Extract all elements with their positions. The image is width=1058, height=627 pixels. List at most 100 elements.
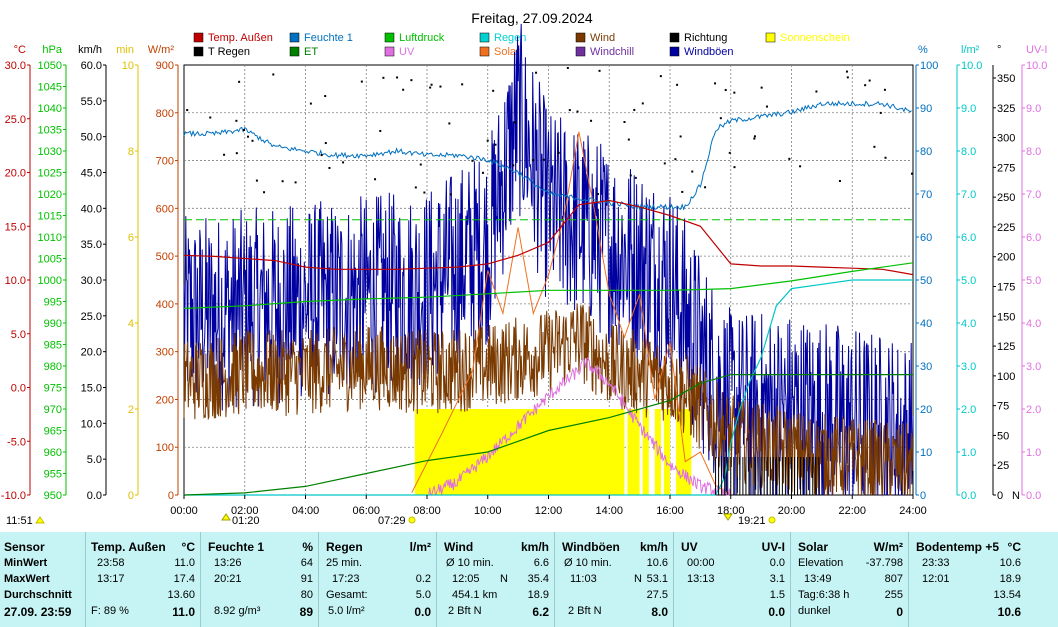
legend-swatch-12 [669,46,680,57]
left-axis-label-1-1: 1045 [38,82,62,94]
left-axis-label-4-6: 300 [156,347,174,359]
right-axis-label-0-6: 40 [920,318,932,330]
rain-r3-label: Gesamt: [326,589,368,601]
direction-point [733,91,736,94]
right-axis-label-0-4: 60 [920,232,932,244]
left-axis-label-4-7: 200 [156,394,174,406]
direction-point [681,190,684,193]
right-axis-label-2-11: 75 [997,401,1009,413]
moonrise-time: 01:20 [232,515,260,527]
left-axis-label-1-4: 1030 [38,146,62,158]
direction-n-label: N [1012,490,1020,502]
rain-cur-value: 0.0 [414,605,431,619]
left-axis-label-3-3: 4 [128,318,134,330]
direction-point [535,71,538,74]
solar-title: Solar [798,540,829,554]
legend-swatch-4 [575,32,586,43]
wind-r1-label: Ø 10 min. [446,557,494,569]
left-axis-label-2-2: 50.0 [81,132,102,144]
direction-point [186,109,189,112]
series-uv [427,357,731,497]
left-axis-label-0-8: -10.0 [1,490,26,502]
right-axis-label-0-10: 0 [920,490,926,502]
right-axis-unit-0: % [918,44,928,56]
right-axis-label-2-1: 325 [997,103,1015,115]
direction-point [542,158,545,161]
wind-r1-value: 6.6 [533,557,549,569]
direction-point [568,109,571,112]
direction-point [481,171,484,174]
right-axis-label-1-0: 10.0 [961,60,982,72]
direction-point [873,145,876,148]
left-axis-label-1-10: 1000 [38,275,62,287]
stats-temp: Temp. Außen °C 23:58 11.0 13:17 17.4 13.… [85,532,201,627]
temp-max-time: 13:17 [97,573,125,585]
right-axis-label-3-9: 1.0 [1026,447,1041,459]
legend-label-0: Temp. Außen [208,32,273,44]
direction-point [633,108,636,111]
direction-point [374,178,377,181]
uv-r3-value: 1.5 [769,589,785,601]
sunshine-bar-2 [642,409,649,495]
x-label-4: 08:00 [413,505,441,517]
temp-unit: °C [181,540,195,554]
x-label-12: 24:00 [899,505,927,517]
rowlabel-avg: Durchschnitt [4,589,72,601]
rain-r2-label: 17:23 [332,573,360,585]
left-axis-label-1-17: 965 [44,426,62,438]
direction-point [590,119,593,122]
rain-unit: l/m² [409,540,431,554]
right-axis-label-0-9: 10 [920,447,932,459]
solar-r3-label: Tag:6:38 h [798,589,850,601]
x-axis: 00:00 02:00 04:00 06:00 08:00 10:00 12:00 14:00… [170,495,927,517]
solar-r1-label: Elevation [798,557,844,569]
direction-point [634,176,637,179]
direction-point [382,76,385,79]
direction-point [238,80,241,83]
moonrise-icon [221,513,231,521]
direction-point [486,139,489,142]
right-axis-label-0-1: 90 [920,103,932,115]
direction-point [324,95,327,98]
direction-point [596,193,599,196]
left-axis-label-4-0: 900 [156,60,174,72]
direction-point [674,158,677,161]
right-axis-label-2-7: 175 [997,282,1015,294]
right-axis-label-1-2: 8.0 [961,146,976,158]
soil-r1-value: 10.6 [999,557,1021,569]
right-axis-label-3-5: 5.0 [1026,275,1041,287]
left-axis-unit-0: °C [14,44,26,56]
direction-point [414,186,417,189]
right-axis-label-1-5: 5.0 [961,275,976,287]
rain-r3-value: 5.0 [415,589,431,601]
right-axis-label-1-9: 1.0 [961,447,976,459]
right-axis-label-0-3: 70 [920,189,932,201]
right-axis-label-2-9: 125 [997,341,1015,353]
gust-r2-dir: N [634,573,642,585]
right-axis-unit-2: ° [997,44,1001,56]
x-label-2: 04:00 [292,505,320,517]
direction-point [461,83,464,86]
x-label-11: 22:00 [838,505,866,517]
wind-r2-dir: N [500,573,508,585]
rain-r1-label: 25 min. [326,557,363,569]
left-axis-unit-2: km/h [78,44,102,56]
right-axis-label-3-2: 8.0 [1026,146,1041,158]
direction-point [714,82,717,85]
x-label-0: 00:00 [170,505,198,517]
direction-point [246,135,249,138]
legend-swatch-0 [193,32,204,43]
wind-r2-value: 35.4 [527,573,549,585]
right-axis-label-0-7: 30 [920,361,932,373]
right-axis-label-1-3: 7.0 [961,189,976,201]
soil-cur-value: 10.6 [997,605,1021,619]
direction-point [209,116,212,119]
left-axis-label-1-14: 980 [44,361,62,373]
gust-r1-label: Ø 10 min. [564,557,612,569]
stats-panel: Sensor MinWert MaxWert Durchschnitt 27.0… [0,532,1058,627]
direction-point [753,135,756,138]
direction-point [396,76,399,79]
direction-point [272,73,275,76]
gust-cur-value: 8.0 [651,605,668,619]
left-axis-label-1-12: 990 [44,318,62,330]
